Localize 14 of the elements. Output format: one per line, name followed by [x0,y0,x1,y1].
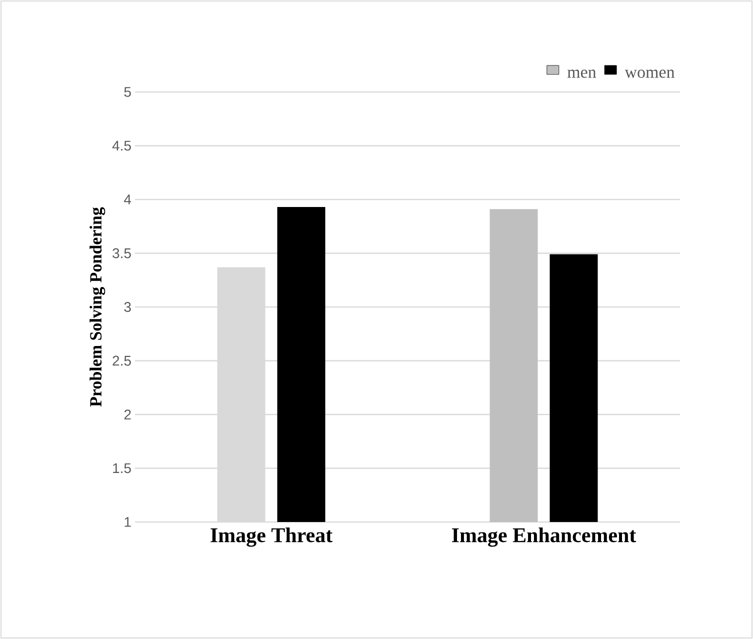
y-tick-label: 1 [124,517,131,527]
y-axis-title: Problem Solving Pondering [90,207,106,407]
y-tick-label: 5 [124,87,131,97]
legend-label: women [624,70,675,78]
y-tick-label: 2 [124,410,131,420]
y-tick-label: 1.5 [113,463,131,474]
y-tick-label: 3.5 [112,248,131,258]
y-tick-label: 3 [124,302,131,312]
x-tick-label: Image Threat [210,528,332,547]
x-tick-label: Image Enhancement [452,528,636,547]
y-tick-label: 4.5 [112,140,131,151]
legend-label: men [567,70,596,78]
y-tick-label: 2.5 [112,356,131,366]
y-tick-label: 4 [124,194,132,204]
